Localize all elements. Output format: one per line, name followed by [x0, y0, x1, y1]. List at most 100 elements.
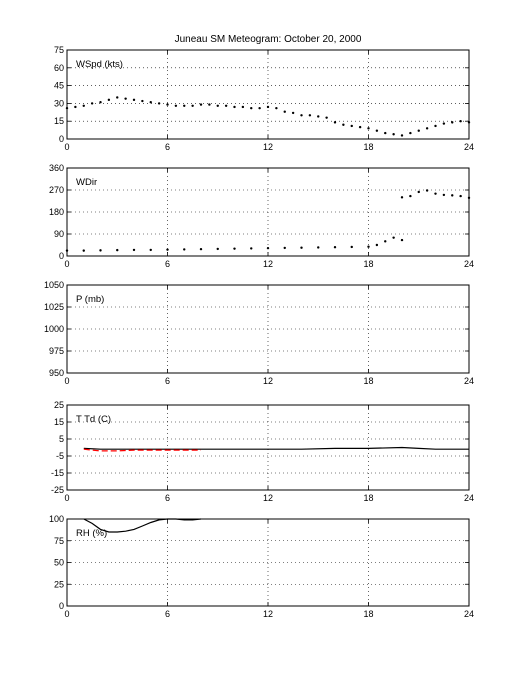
data-point [350, 245, 353, 249]
data-point [258, 106, 261, 110]
y-tick-label: 25 [54, 400, 64, 410]
data-point [283, 246, 286, 250]
data-point [183, 248, 186, 251]
data-point [392, 133, 395, 136]
data-point [400, 238, 404, 242]
data-point [350, 124, 353, 128]
data-point [90, 102, 94, 105]
data-point [174, 104, 178, 107]
x-tick-label: 0 [64, 609, 69, 619]
panel-5: 0 6 12 18 24 0 25 50 75 100 RH (%) [49, 514, 474, 619]
panel-label: T Td (C) [76, 414, 111, 425]
data-point [116, 96, 119, 99]
data-point [65, 249, 69, 252]
data-point [300, 246, 303, 249]
data-point [107, 98, 111, 102]
data-point [442, 193, 446, 197]
y-tick-label: 360 [49, 163, 64, 173]
data-point [216, 104, 219, 107]
x-tick-label: 24 [464, 493, 474, 503]
data-point [317, 115, 320, 118]
x-tick-label: 18 [363, 376, 373, 386]
data-point [275, 106, 278, 110]
data-point [308, 114, 312, 117]
data-point [358, 125, 362, 129]
data-point [300, 114, 303, 117]
y-tick-label: 45 [54, 81, 64, 91]
data-point [434, 124, 437, 128]
data-point [451, 121, 454, 124]
data-point [451, 194, 454, 197]
y-tick-label: 270 [49, 185, 64, 195]
data-point [266, 246, 270, 250]
data-point [149, 248, 152, 252]
data-point [250, 106, 253, 110]
x-tick-label: 0 [64, 493, 69, 503]
x-tick-label: 24 [464, 376, 474, 386]
data-point [99, 249, 102, 252]
data-point [266, 105, 270, 109]
panel-4: 0 6 12 18 24 -25 -15 -5 5 15 25 T Td (C) [51, 400, 474, 503]
data-point [191, 104, 194, 107]
data-point [141, 99, 144, 103]
y-tick-label: 90 [54, 229, 64, 239]
x-tick-label: 18 [363, 259, 373, 269]
data-point [65, 106, 69, 110]
data-point [233, 247, 236, 250]
data-point [400, 134, 404, 137]
y-tick-label: 25 [54, 579, 64, 589]
panel-label: WDir [76, 177, 97, 188]
y-tick-label: 15 [54, 417, 64, 427]
x-tick-label: 6 [165, 493, 170, 503]
x-tick-label: 0 [64, 142, 69, 152]
data-point [166, 248, 169, 251]
y-tick-label: 975 [49, 346, 64, 356]
data-point [367, 127, 370, 130]
panel-label: P (mb) [76, 294, 104, 305]
data-point [166, 103, 169, 106]
y-tick-label: -5 [56, 451, 64, 461]
x-tick-label: 24 [464, 609, 474, 619]
y-tick-label: 180 [49, 207, 64, 217]
data-point [392, 236, 395, 239]
series-line [83, 448, 201, 452]
x-tick-label: 0 [64, 376, 69, 386]
data-point [291, 111, 295, 115]
x-tick-label: 18 [363, 609, 373, 619]
data-point [74, 105, 77, 109]
x-tick-label: 6 [165, 376, 170, 386]
y-tick-label: 1025 [44, 302, 64, 312]
panel-1: 0 6 12 18 24 0 15 30 45 60 75 WSpd (kts) [54, 45, 474, 152]
data-point [384, 240, 387, 243]
x-tick-label: 12 [263, 609, 273, 619]
data-point [442, 122, 446, 125]
data-point [375, 243, 379, 247]
x-tick-label: 0 [64, 259, 69, 269]
y-tick-label: 5 [59, 434, 64, 444]
y-tick-label: 1050 [44, 280, 64, 290]
x-tick-label: 18 [363, 142, 373, 152]
data-point [216, 247, 219, 251]
data-point [99, 101, 102, 104]
data-point [241, 105, 245, 109]
data-point [183, 104, 186, 107]
x-tick-label: 24 [464, 142, 474, 152]
y-tick-label: 0 [59, 601, 64, 611]
y-tick-label: 950 [49, 368, 64, 378]
x-tick-label: 24 [464, 259, 474, 269]
x-tick-label: 6 [165, 609, 170, 619]
data-point [375, 129, 379, 132]
y-tick-label: 100 [49, 514, 64, 524]
y-tick-label: 1000 [44, 324, 64, 334]
data-point [199, 103, 203, 106]
data-point [342, 123, 345, 126]
x-tick-label: 6 [165, 259, 170, 269]
y-tick-label: 0 [59, 251, 64, 261]
x-tick-label: 12 [263, 493, 273, 503]
data-point [333, 121, 337, 124]
data-point [417, 190, 420, 194]
data-point [425, 189, 429, 192]
y-tick-label: -25 [51, 485, 64, 495]
data-point [208, 103, 211, 106]
